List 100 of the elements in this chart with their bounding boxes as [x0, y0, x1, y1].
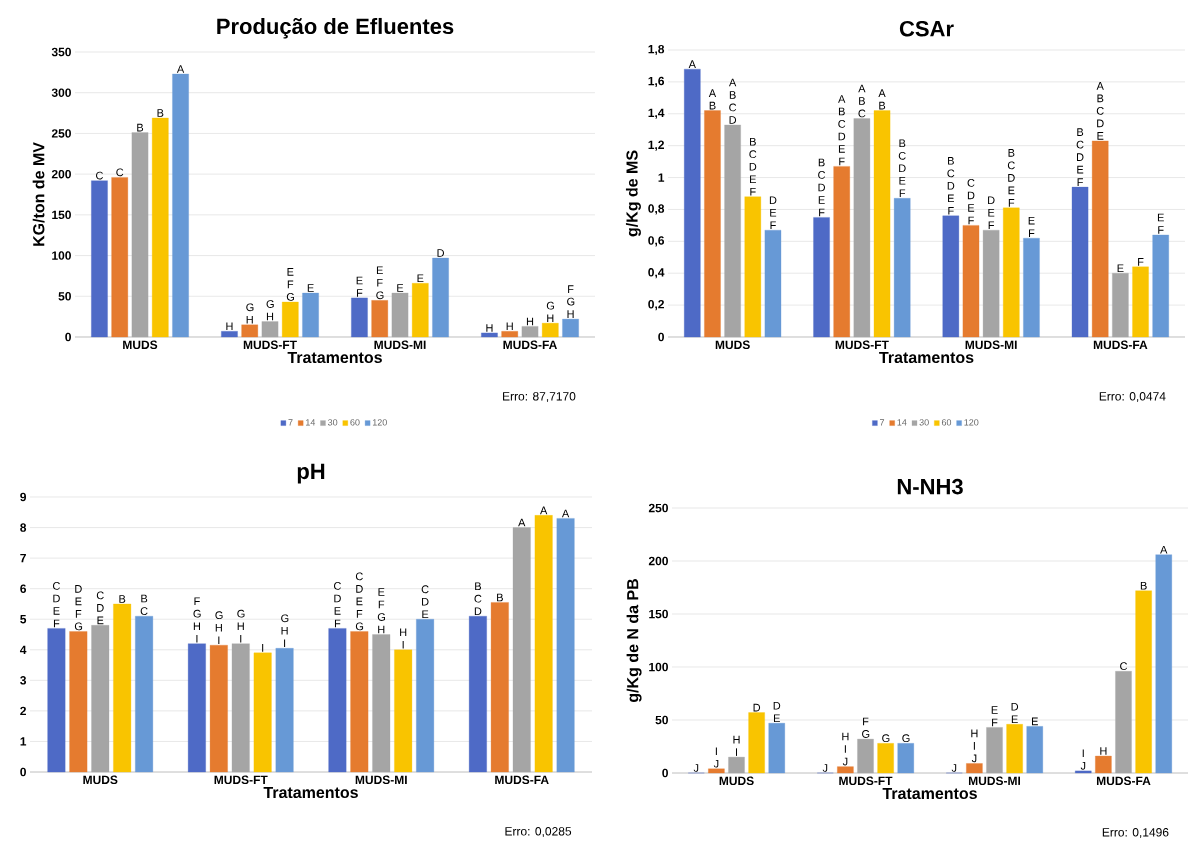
chart-title: N-NH3	[897, 478, 963, 495]
data-label: H	[1100, 747, 1107, 755]
chart-title: pH	[297, 463, 325, 484]
x-tick-label: MUDS-MI	[968, 776, 1021, 786]
bar	[986, 727, 1003, 774]
text: Erro: 87,7170	[503, 392, 576, 402]
data-label: B C D E F	[1076, 128, 1084, 186]
y-axis-title: KG/ton de MV	[32, 142, 45, 246]
data-label: B	[137, 123, 144, 132]
x-tick-label: MUDS-FT	[839, 776, 893, 786]
bar	[391, 292, 409, 338]
x-tick-label: MUDS-FT	[243, 340, 297, 350]
bar	[534, 515, 553, 773]
bar	[728, 756, 745, 774]
bar	[748, 712, 765, 774]
bar	[152, 117, 169, 338]
bar	[1092, 140, 1109, 338]
y-tick-label: 0,4	[648, 268, 665, 279]
bar	[432, 257, 449, 338]
data-label: H I	[733, 735, 740, 756]
x-tick-label: MUDS-MI	[374, 340, 426, 350]
bar	[857, 738, 874, 774]
data-label: A	[1160, 545, 1168, 554]
legend-label: 14	[897, 419, 907, 426]
y-tick-label: 250	[648, 503, 668, 513]
bar	[412, 283, 429, 338]
y-tick-label: 1,6	[648, 76, 665, 87]
x-tick-label: MUDS	[715, 340, 750, 350]
data-label: I	[262, 644, 264, 652]
y-tick-label: 100	[52, 251, 71, 260]
data-label: H	[526, 317, 534, 326]
data-label: F G H I	[193, 597, 201, 643]
y-tick-label: 250	[51, 129, 71, 138]
bar	[416, 619, 435, 773]
legend-label: 7	[288, 419, 293, 426]
bar	[708, 768, 725, 774]
bar	[542, 323, 559, 338]
bar	[69, 631, 88, 773]
data-label: E	[417, 274, 424, 283]
text: Erro: 0,0285	[505, 827, 572, 837]
x-tick-label: MUDS	[83, 775, 118, 785]
bar	[1152, 234, 1169, 338]
y-tick-label: 4	[19, 645, 27, 654]
bar	[1003, 207, 1020, 338]
y-tick-label: 0,8	[648, 204, 665, 215]
data-label: B	[1140, 581, 1147, 590]
bar	[768, 723, 785, 774]
data-label: I J	[1080, 749, 1086, 770]
bar	[490, 602, 509, 773]
data-label: A	[540, 506, 548, 515]
data-label: C D E F	[53, 582, 60, 628]
bar	[91, 180, 108, 338]
text: Erro: 0,0474	[1099, 392, 1166, 402]
data-label: C D E F	[967, 179, 975, 225]
x-axis-title: Tratamentos	[287, 351, 382, 364]
bar	[135, 616, 154, 773]
data-label: B	[119, 595, 126, 603]
x-tick-label: MUDS-FA	[495, 775, 549, 785]
y-tick-label: 100	[649, 662, 668, 672]
data-label: B C D E F	[749, 137, 757, 196]
data-label: G	[882, 734, 890, 743]
bar	[853, 118, 871, 338]
bar	[371, 300, 388, 338]
bar	[724, 124, 741, 338]
data-label: J	[951, 764, 957, 772]
data-label: A B	[708, 89, 717, 110]
data-label: A B C D E	[1096, 82, 1104, 140]
bar	[275, 648, 294, 773]
bar	[231, 643, 250, 773]
data-label: E	[1117, 264, 1124, 273]
bar	[837, 766, 854, 774]
data-label: H	[506, 322, 513, 331]
legend-label: 60	[350, 419, 360, 426]
data-label: F	[1138, 258, 1144, 266]
bar	[893, 198, 911, 338]
x-axis-title: Tratamentos	[882, 787, 977, 800]
bar	[469, 616, 487, 773]
data-label: B C D	[474, 582, 482, 615]
bar	[556, 518, 575, 773]
legend-label: 60	[941, 419, 952, 426]
bar	[47, 628, 66, 773]
data-label: D E F	[769, 196, 777, 229]
bar	[1023, 237, 1040, 338]
data-label: E	[1032, 717, 1038, 726]
y-axis-title: g/Kg de N da PB	[626, 579, 642, 703]
y-tick-label: 0	[20, 767, 26, 777]
text: Erro: 0,1496	[1102, 828, 1169, 838]
y-tick-label: 0	[662, 768, 668, 778]
bar	[833, 166, 850, 338]
data-label: G H I	[215, 611, 223, 644]
data-label: H	[226, 322, 233, 331]
data-label: B C D E F	[898, 139, 906, 198]
bar	[966, 763, 983, 774]
bar	[394, 649, 413, 773]
data-label: C	[1120, 662, 1128, 671]
x-tick-label: MUDS	[719, 776, 754, 786]
bar	[372, 634, 391, 773]
bar	[188, 643, 206, 773]
bar	[813, 217, 830, 338]
bar	[1095, 755, 1112, 774]
